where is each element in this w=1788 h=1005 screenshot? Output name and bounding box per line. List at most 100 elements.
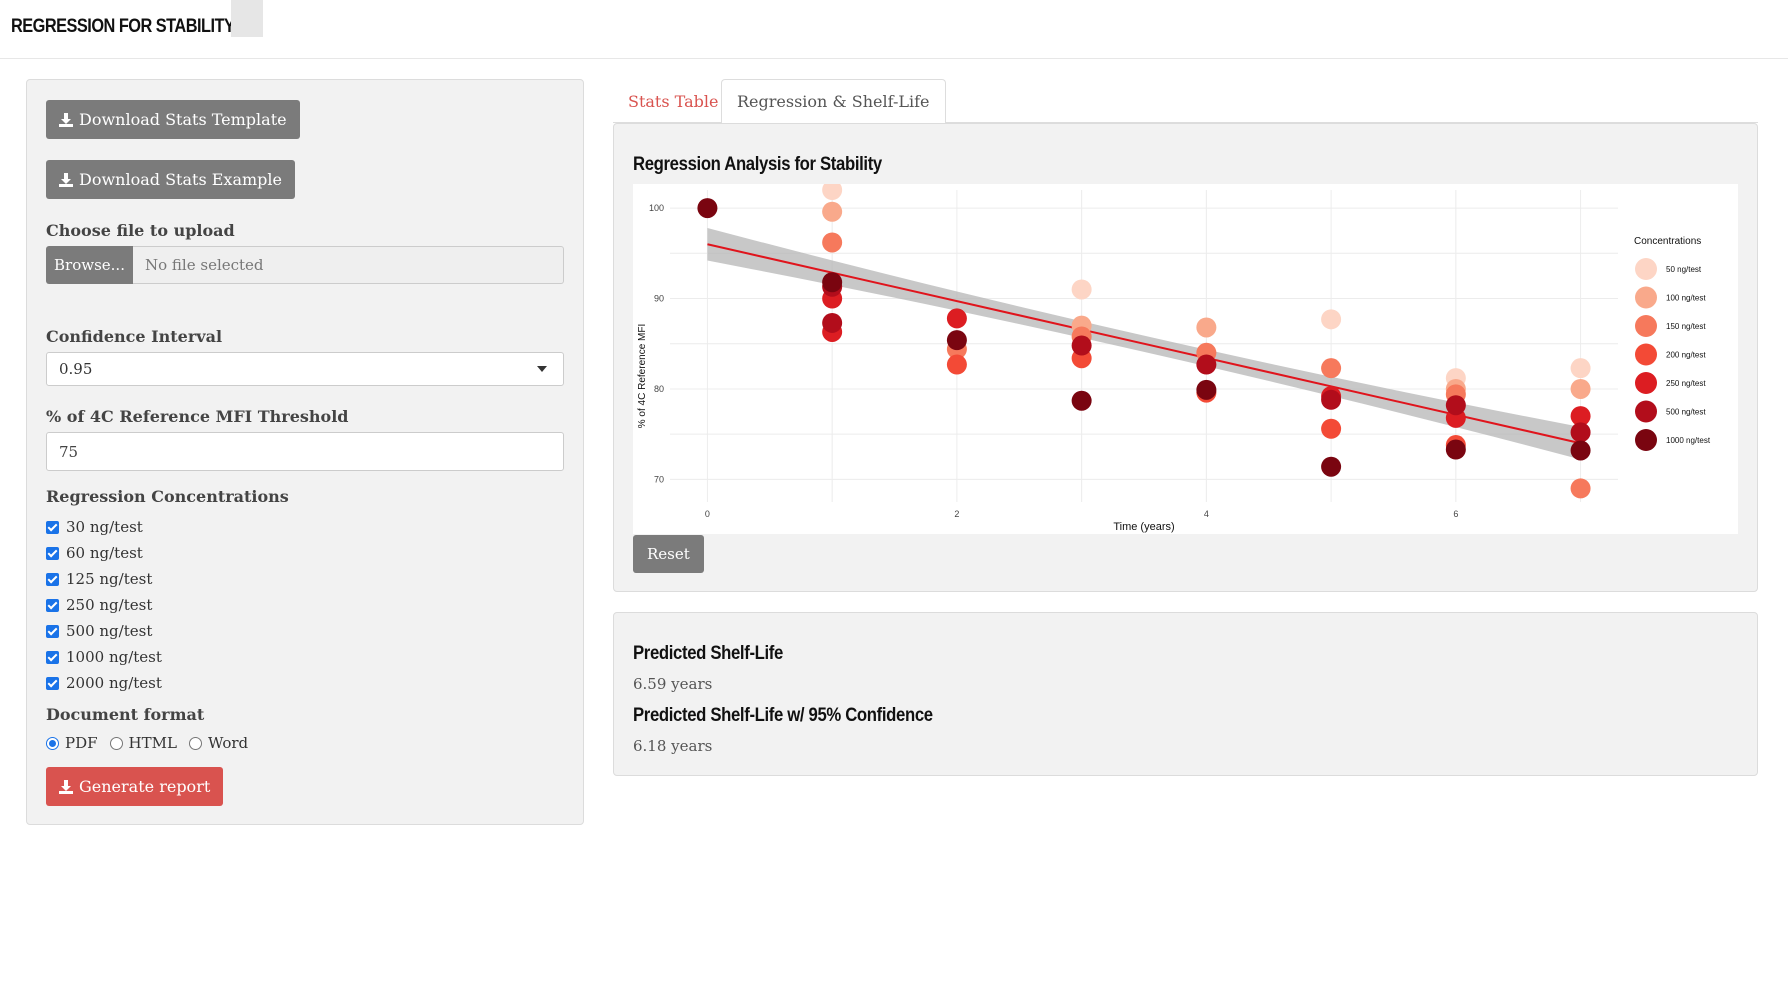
confidence-interval-label: Confidence Interval <box>46 327 223 346</box>
data-point <box>1321 389 1342 410</box>
navbar-toggle[interactable] <box>231 0 263 37</box>
tab-regression-shelf-life[interactable]: Regression & Shelf-Life <box>721 79 946 124</box>
concentration-label: 30 ng/test <box>66 518 143 536</box>
sidebar-panel: Download Stats Template Download Stats E… <box>26 79 584 825</box>
legend-swatch <box>1635 286 1657 309</box>
radio-button[interactable] <box>109 736 123 750</box>
legend-swatch <box>1635 429 1657 451</box>
threshold-input[interactable]: 75 <box>46 432 564 471</box>
concentration-label: 1000 ng/test <box>66 648 162 666</box>
regression-chart: 0 2 4 6 70 80 90 100 Time (years) % of 4C Referen… <box>633 180 1738 534</box>
format-label: HTML <box>128 734 177 752</box>
data-point <box>1570 478 1591 499</box>
checkbox[interactable] <box>46 676 59 690</box>
file-upload-field: Browse... No file selected <box>46 246 564 284</box>
data-point <box>1570 422 1591 443</box>
legend-label: 150 ng/test <box>1666 322 1706 331</box>
legend-swatch <box>1635 372 1657 394</box>
checkbox[interactable] <box>46 546 59 560</box>
checkbox[interactable] <box>46 572 59 586</box>
x-tick-label: 4 <box>1204 509 1209 519</box>
legend-title: Concentrations <box>1634 236 1701 247</box>
radio-button[interactable] <box>46 736 59 750</box>
download-template-button[interactable]: Download Stats Template <box>46 100 300 139</box>
generate-report-label: Generate report <box>79 777 211 796</box>
concentration-checkbox-group: 30 ng/test 60 ng/test 125 ng/test 250 ng… <box>46 514 162 696</box>
y-tick-label: 100 <box>649 203 664 213</box>
data-point <box>1445 395 1466 416</box>
browse-button[interactable]: Browse... <box>46 246 133 284</box>
data-point <box>1570 378 1591 399</box>
data-point <box>946 330 967 351</box>
data-point <box>822 201 843 222</box>
checkbox[interactable] <box>46 624 59 638</box>
concentration-option[interactable]: 125 ng/test <box>46 566 162 592</box>
data-point <box>1196 354 1217 375</box>
download-icon <box>59 112 73 127</box>
format-option-pdf[interactable]: PDF <box>46 734 98 752</box>
data-point <box>1570 440 1591 461</box>
y-tick-label: 80 <box>654 384 664 394</box>
checkbox[interactable] <box>46 650 59 664</box>
concentration-label: 125 ng/test <box>66 570 153 588</box>
legend-label: 50 ng/test <box>1666 265 1702 274</box>
concentration-label: 2000 ng/test <box>66 674 162 692</box>
data-point <box>822 272 843 293</box>
data-point <box>1196 317 1217 338</box>
legend-swatch <box>1635 258 1657 280</box>
x-axis-label: Time (years) <box>1113 521 1174 533</box>
tab-stats-table[interactable]: Stats Table <box>628 91 719 111</box>
download-example-button[interactable]: Download Stats Example <box>46 160 295 199</box>
confidence-interval-select[interactable]: 0.95 <box>46 352 564 386</box>
concentration-option[interactable]: 60 ng/test <box>46 540 162 566</box>
data-point <box>1570 358 1591 379</box>
checkbox[interactable] <box>46 598 59 612</box>
download-icon <box>59 779 73 794</box>
concentration-label: 250 ng/test <box>66 596 153 614</box>
concentration-option[interactable]: 2000 ng/test <box>46 670 162 696</box>
data-point <box>1071 390 1092 411</box>
concentration-option[interactable]: 500 ng/test <box>46 618 162 644</box>
y-tick-label: 70 <box>654 474 664 484</box>
file-upload-label: Choose file to upload <box>46 221 235 240</box>
legend-label: 500 ng/test <box>1666 408 1706 417</box>
legend-label: 1000 ng/test <box>1666 436 1711 445</box>
data-point <box>1321 309 1342 330</box>
data-point <box>1445 439 1466 460</box>
predicted-shelf-life-heading: Predicted Shelf-Life <box>633 643 783 664</box>
format-label: Word <box>207 734 249 752</box>
confidence-interval-value: 0.95 <box>59 360 93 378</box>
app-title: REGRESSION FOR STABILITY <box>11 16 235 37</box>
format-option-word[interactable]: Word <box>188 734 249 752</box>
regression-panel-title: Regression Analysis for Stability <box>633 154 882 175</box>
download-template-label: Download Stats Template <box>79 110 287 129</box>
checkbox[interactable] <box>46 520 59 534</box>
threshold-value: 75 <box>59 442 79 461</box>
legend-swatch <box>1635 343 1657 366</box>
reset-button[interactable]: Reset <box>633 535 704 573</box>
data-point <box>822 180 843 200</box>
radio-button[interactable] <box>188 736 202 750</box>
file-name-display: No file selected <box>133 246 564 284</box>
x-tick-label: 6 <box>1453 509 1458 519</box>
format-option-html[interactable]: HTML <box>109 734 177 752</box>
concentration-option[interactable]: 1000 ng/test <box>46 644 162 670</box>
y-axis-label: % of 4C Reference MFI <box>637 324 648 428</box>
data-point <box>1321 456 1342 477</box>
x-tick-label: 2 <box>954 509 959 519</box>
data-point <box>1321 358 1342 379</box>
concentration-option[interactable]: 250 ng/test <box>46 592 162 618</box>
data-point <box>1321 418 1342 439</box>
data-point <box>946 308 967 329</box>
legend-label: 200 ng/test <box>1666 351 1706 360</box>
generate-report-button[interactable]: Generate report <box>46 767 224 806</box>
document-format-label: Document format <box>46 705 205 724</box>
data-point <box>1071 279 1092 300</box>
legend-swatch <box>1635 400 1657 423</box>
concentration-option[interactable]: 30 ng/test <box>46 514 162 540</box>
regression-panel: Regression Analysis for Stability 0 2 4 6 70… <box>613 123 1758 592</box>
x-tick-label: 0 <box>705 509 710 519</box>
regression-line <box>707 243 1581 445</box>
download-icon <box>59 172 73 187</box>
regression-chart-svg: 0 2 4 6 70 80 90 100 Time (years) % of 4C Referen… <box>637 180 1711 533</box>
